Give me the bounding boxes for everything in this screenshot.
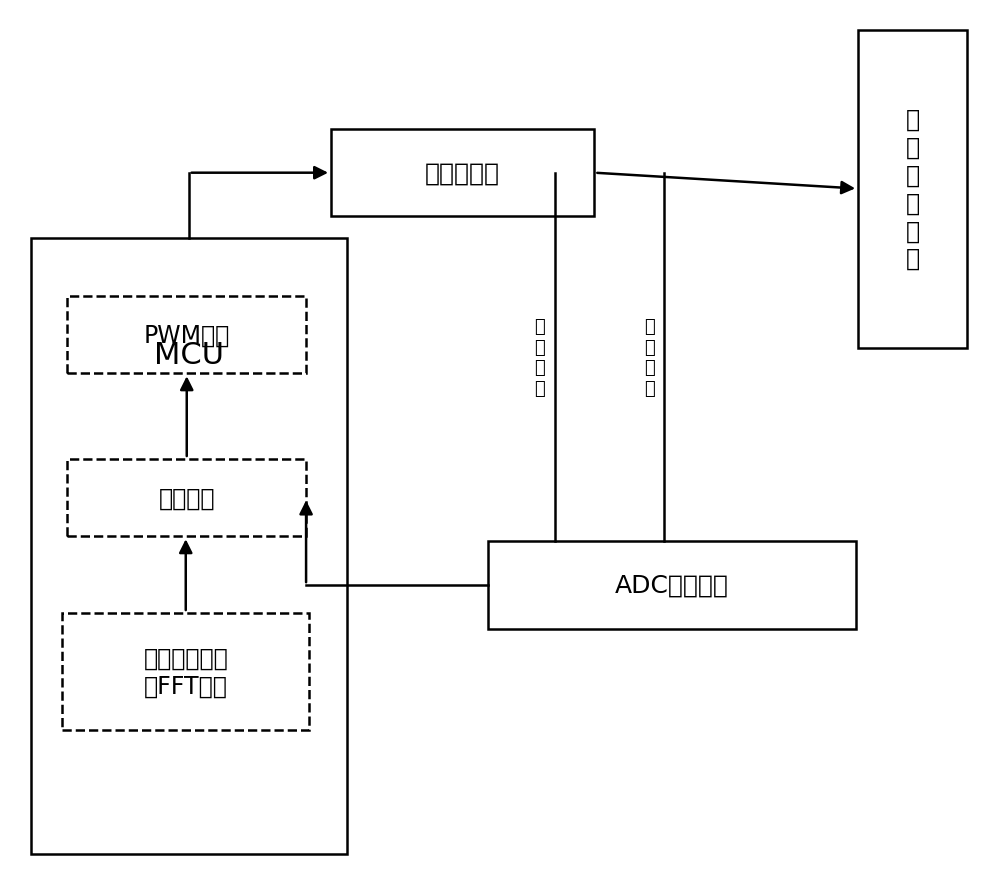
FancyBboxPatch shape [62,613,309,730]
Text: 超
声
波
换
能
器: 超 声 波 换 能 器 [906,108,920,270]
FancyBboxPatch shape [31,239,347,854]
Text: 相位比较: 相位比较 [158,486,215,510]
Text: 电
流
采
集: 电 流 采 集 [644,318,655,398]
FancyBboxPatch shape [67,297,306,374]
FancyBboxPatch shape [67,459,306,536]
FancyBboxPatch shape [331,130,594,217]
Text: PWM输出: PWM输出 [144,323,230,348]
Text: 激励信号源: 激励信号源 [425,162,500,185]
Text: ADC采样模块: ADC采样模块 [615,573,729,597]
Text: MCU: MCU [154,341,224,370]
Text: 电压、电流数
据FFT处理: 电压、电流数 据FFT处理 [143,646,228,698]
Text: 电
压
采
集: 电 压 采 集 [534,318,545,398]
FancyBboxPatch shape [858,31,967,349]
FancyBboxPatch shape [488,542,856,629]
